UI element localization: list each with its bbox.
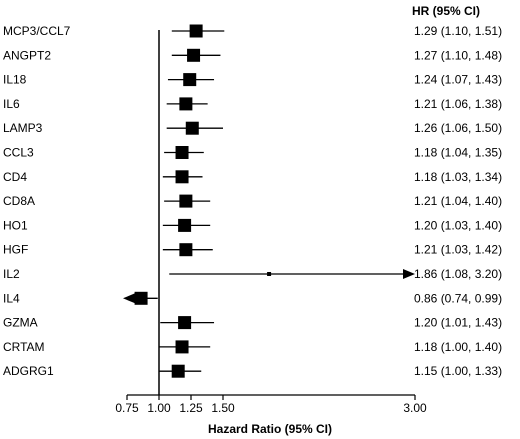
forest-row: CRTAM 1.18 (1.00, 1.40) <box>3 340 502 354</box>
hr-value-label: 1.21 (1.06, 1.38) <box>414 97 502 111</box>
x-tick-label: 1.50 <box>211 401 235 415</box>
row-label: MCP3/CCL7 <box>3 24 71 38</box>
forest-row: HO1 1.20 (1.03, 1.40) <box>3 218 502 232</box>
row-label: CD4 <box>3 170 27 184</box>
forest-row: MCP3/CCL7 1.29 (1.10, 1.51) <box>3 24 502 38</box>
row-label: HGF <box>3 243 28 257</box>
hr-point-marker <box>187 48 201 62</box>
x-tick-label: 3.00 <box>403 401 427 415</box>
rows-layer: MCP3/CCL7 1.29 (1.10, 1.51) ANGPT2 1.27 (1.… <box>3 24 502 378</box>
forest-row: IL4 0.86 (0.74, 0.99) <box>3 291 502 305</box>
hr-value-label: 1.20 (1.03, 1.40) <box>414 218 502 232</box>
hr-point-marker <box>179 243 193 257</box>
hr-value-label: 1.15 (1.00, 1.33) <box>414 364 502 378</box>
hr-point-marker <box>175 146 189 159</box>
forest-row: CCL3 1.18 (1.04, 1.35) <box>3 146 502 160</box>
row-label: CRTAM <box>3 340 45 354</box>
row-label: IL2 <box>3 267 20 281</box>
hr-value-label: 1.24 (1.07, 1.43) <box>414 73 502 87</box>
row-label: CD8A <box>3 194 35 208</box>
hr-point-marker <box>267 272 272 276</box>
ci-arrow-right <box>403 269 415 279</box>
row-label: IL18 <box>3 73 27 87</box>
hr-value-label: 1.18 (1.04, 1.35) <box>414 146 502 160</box>
hr-value-label: 1.86 (1.08, 3.20) <box>414 267 502 281</box>
forest-row: GZMA 1.20 (1.01, 1.43) <box>3 316 502 330</box>
row-label: ANGPT2 <box>3 48 51 62</box>
forest-row: LAMP3 1.26 (1.06, 1.50) <box>3 121 502 135</box>
forest-row: IL2 1.86 (1.08, 3.20) <box>3 267 502 281</box>
forest-row: IL6 1.21 (1.06, 1.38) <box>3 97 502 111</box>
row-label: HO1 <box>3 218 28 232</box>
row-label: ADGRG1 <box>3 364 54 378</box>
row-label: IL6 <box>3 97 20 111</box>
x-axis-label: Hazard Ratio (95% CI) <box>208 422 332 436</box>
hr-value-label: 1.29 (1.10, 1.51) <box>414 24 502 38</box>
hr-point-marker <box>179 97 193 111</box>
hr-value-label: 1.18 (1.00, 1.40) <box>414 340 502 354</box>
hr-value-label: 1.18 (1.03, 1.34) <box>414 170 502 184</box>
forest-row: HGF 1.21 (1.03, 1.42) <box>3 243 502 257</box>
hr-value-label: 1.21 (1.04, 1.40) <box>414 194 502 208</box>
forest-row: CD4 1.18 (1.03, 1.34) <box>3 170 502 184</box>
hr-point-marker <box>175 340 189 354</box>
hr-value-label: 1.20 (1.01, 1.43) <box>414 316 502 330</box>
hr-point-marker <box>178 316 192 330</box>
x-tick-label: 1.00 <box>147 401 171 415</box>
row-label: CCL3 <box>3 146 34 160</box>
hr-value-label: 1.27 (1.10, 1.48) <box>414 48 502 62</box>
hr-point-marker <box>183 73 197 87</box>
forest-row: ADGRG1 1.15 (1.00, 1.33) <box>3 364 502 378</box>
hr-point-marker <box>189 24 203 38</box>
hr-value-label: 1.26 (1.06, 1.50) <box>414 121 502 135</box>
ci-arrow-left <box>123 293 135 304</box>
hr-point-marker <box>171 364 185 378</box>
hr-point-marker <box>134 291 148 305</box>
hr-point-marker <box>175 170 189 184</box>
hr-value-label: 0.86 (0.74, 0.99) <box>414 291 502 305</box>
forest-row: CD8A 1.21 (1.04, 1.40) <box>3 194 502 208</box>
hr-point-marker <box>178 218 192 232</box>
x-tick-label: 0.75 <box>115 401 139 415</box>
forest-row: IL18 1.24 (1.07, 1.43) <box>3 73 502 87</box>
x-tick-label: 1.25 <box>179 401 203 415</box>
hr-point-marker <box>185 121 199 135</box>
row-label: IL4 <box>3 291 20 305</box>
hr-column-header: HR (95% CI) <box>412 4 480 18</box>
row-label: LAMP3 <box>3 121 43 135</box>
hr-value-label: 1.21 (1.03, 1.42) <box>414 243 502 257</box>
row-label: GZMA <box>3 316 38 330</box>
forest-row: ANGPT2 1.27 (1.10, 1.48) <box>3 48 502 62</box>
x-ticks: 0.75 1.00 1.25 1.50 3.00 <box>115 395 427 415</box>
hr-point-marker <box>179 194 193 208</box>
